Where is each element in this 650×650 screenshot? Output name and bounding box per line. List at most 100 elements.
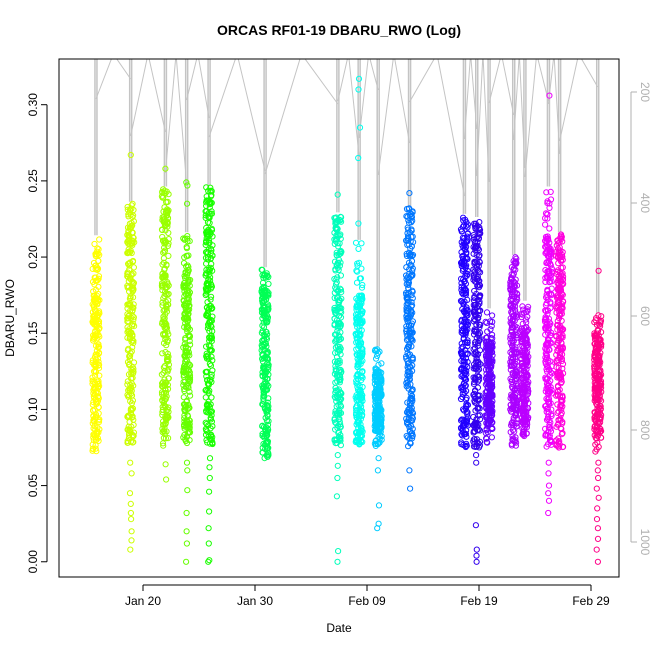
data-point [94, 424, 101, 431]
data-point [128, 348, 135, 355]
data-point [206, 239, 213, 246]
data-point [130, 270, 137, 277]
data-point [126, 220, 133, 227]
data-point [332, 236, 339, 243]
data-point [258, 329, 265, 336]
data-point [159, 350, 166, 357]
data-point [128, 249, 135, 257]
data-point [182, 320, 189, 327]
outlier-point [206, 455, 214, 462]
x-tick-label: Feb 19 [460, 594, 498, 608]
series-points [541, 92, 556, 517]
y-axis-label: DBARU_RWO [3, 279, 17, 357]
data-point [90, 393, 97, 400]
data-point [159, 282, 166, 289]
data-point [160, 418, 167, 425]
data-point [336, 376, 343, 383]
x-tick-label: Feb 09 [348, 594, 386, 608]
data-point [206, 360, 213, 368]
data-point [95, 410, 102, 417]
data-point [185, 374, 192, 381]
data-point [125, 327, 132, 335]
data-point [184, 328, 191, 335]
data-point [185, 428, 192, 435]
data-point [181, 387, 188, 395]
data-point [337, 351, 344, 358]
data-point [165, 301, 172, 308]
data-point [260, 283, 267, 290]
series-points [371, 346, 385, 532]
data-point [92, 434, 100, 441]
data-point [332, 344, 339, 351]
data-point [162, 403, 169, 410]
data-point [164, 221, 171, 228]
data-point [129, 304, 136, 311]
outlier-point [334, 191, 341, 198]
data-point [165, 282, 172, 289]
data-point [265, 273, 272, 281]
data-point [130, 439, 137, 446]
data-point [181, 431, 188, 439]
data-point [336, 297, 343, 304]
data-point [264, 304, 271, 311]
altitude-traces [94, 59, 600, 347]
data-point [129, 229, 136, 236]
data-point [95, 350, 103, 357]
data-point [336, 410, 343, 417]
data-point [337, 403, 345, 410]
data-point [160, 307, 167, 314]
data-point [89, 447, 96, 454]
data-point [203, 286, 210, 293]
outlier-point [206, 488, 213, 495]
data-point [128, 387, 135, 394]
data-point [355, 245, 362, 252]
data-point [264, 399, 271, 406]
data-point [489, 312, 496, 319]
data-point [331, 322, 338, 329]
data-point [182, 270, 189, 277]
data-point [158, 226, 166, 233]
data-point [202, 249, 210, 256]
data-point [89, 374, 96, 381]
altitude-leg [476, 59, 490, 183]
data-point [358, 240, 365, 247]
data-point [161, 278, 168, 285]
data-point [206, 328, 213, 335]
outlier-point [183, 509, 190, 517]
data-point [184, 271, 191, 278]
series-points [507, 254, 521, 449]
data-point [184, 284, 191, 291]
outlier-point [205, 558, 212, 565]
data-point [129, 200, 136, 207]
data-point [202, 214, 209, 221]
outlier-point [406, 467, 413, 474]
data-point [206, 214, 213, 221]
data-point [130, 301, 137, 308]
data-point [93, 332, 100, 339]
data-point [126, 260, 133, 267]
series-points [470, 219, 484, 565]
data-point [185, 384, 192, 391]
data-point [129, 405, 136, 412]
data-point [165, 375, 172, 382]
data-point [205, 422, 212, 429]
data-point [165, 404, 172, 411]
data-point [337, 286, 344, 293]
data-point [126, 434, 133, 441]
data-point [124, 391, 131, 399]
data-point [208, 394, 215, 401]
outlier-point [128, 528, 135, 535]
data-point [124, 273, 131, 280]
data-point [185, 263, 192, 271]
data-point [124, 282, 131, 289]
data-point [159, 380, 166, 387]
data-point [185, 401, 192, 408]
outlier-point [593, 516, 601, 523]
data-point [336, 359, 343, 366]
data-point [334, 240, 341, 247]
data-point [125, 387, 132, 394]
data-point [542, 221, 549, 228]
data-point [164, 206, 171, 213]
data-point [202, 394, 209, 401]
outlier-point [127, 500, 134, 507]
